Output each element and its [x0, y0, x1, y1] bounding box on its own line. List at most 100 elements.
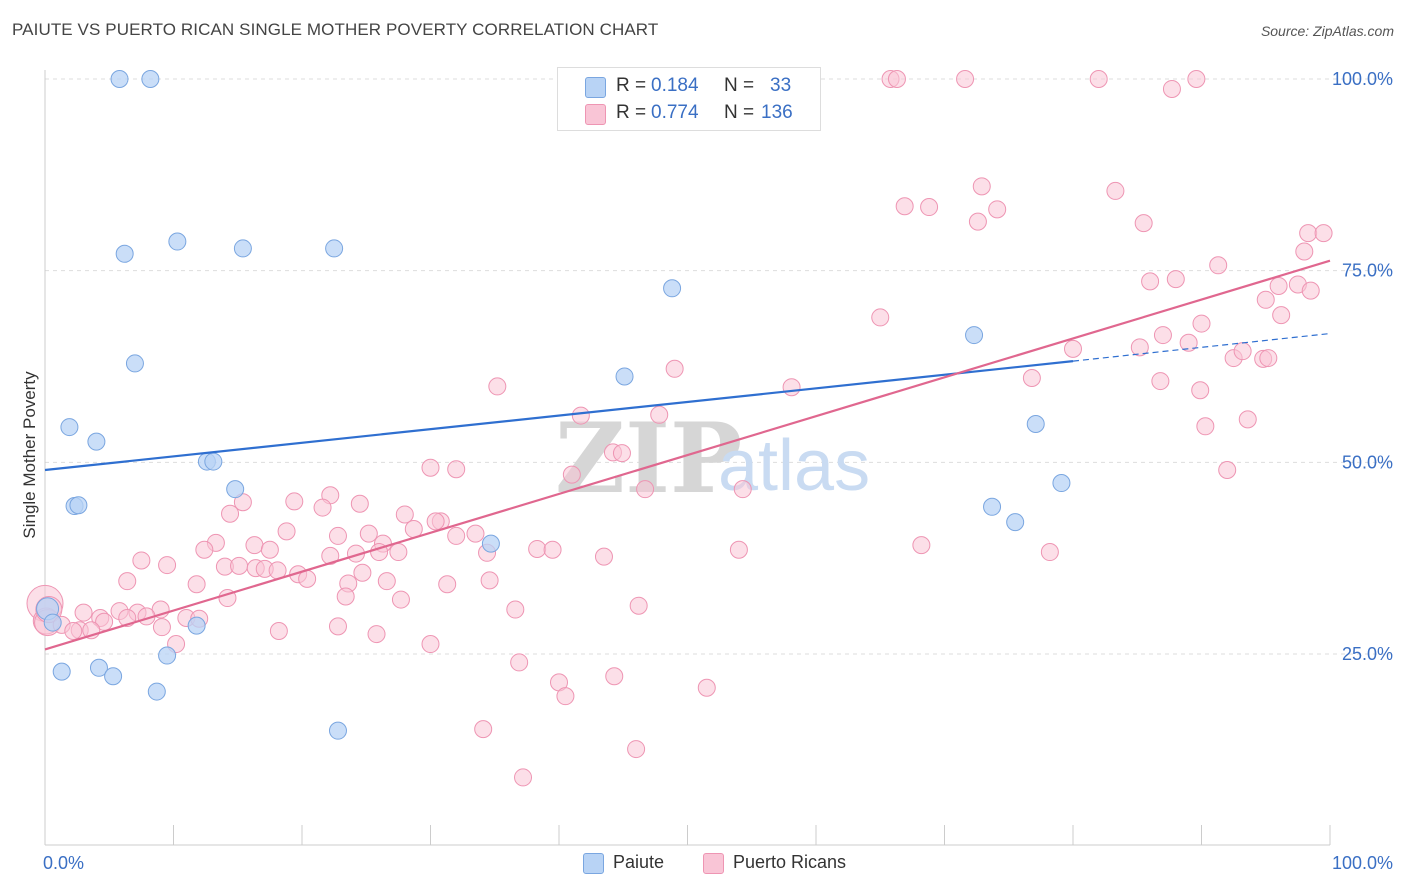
puerto-ricans-point — [328, 526, 347, 545]
puerto-ricans-point — [1162, 79, 1181, 98]
paiute-point — [52, 662, 71, 681]
y-tick-label: 75.0% — [1342, 261, 1393, 281]
puerto-ricans-point — [230, 556, 249, 575]
puerto-ricans-point — [571, 406, 590, 425]
puerto-ricans-point — [1272, 306, 1291, 325]
puerto-ricans-point — [636, 480, 655, 499]
paiute-trend-line — [44, 360, 1074, 472]
paiute-point — [1026, 415, 1045, 433]
puerto-ricans-point — [367, 625, 386, 644]
grid-layer — [45, 78, 1392, 655]
puerto-ricans-point — [195, 540, 214, 559]
puerto-ricans-point — [912, 536, 931, 555]
puerto-ricans-point — [1218, 461, 1237, 479]
paiute-swatch-icon — [585, 77, 606, 98]
puerto-ricans-point — [350, 494, 369, 513]
puerto-ricans-point — [1179, 333, 1198, 352]
puerto-ricans-point — [665, 359, 684, 378]
puerto-ricans-point — [697, 678, 716, 697]
puerto-ricans-point — [782, 378, 801, 397]
puerto-ricans-point — [871, 308, 890, 327]
puerto-ricans-point — [377, 572, 396, 591]
puerto-ricans-point — [1134, 214, 1153, 233]
puerto-ricans-legend-swatch-icon — [703, 853, 724, 874]
puerto-ricans-point — [221, 504, 240, 523]
paiute-point — [204, 452, 223, 471]
puerto-ricans-point — [1299, 224, 1318, 243]
paiute-point — [110, 70, 129, 88]
puerto-ricans-swatch-icon — [585, 104, 606, 125]
paiute-point — [60, 418, 79, 437]
source-label: Source: ZipAtlas.com — [1260, 23, 1394, 39]
puerto-ricans-point — [1269, 277, 1288, 295]
puerto-ricans-point — [64, 622, 83, 640]
puerto-ricans-point — [514, 768, 533, 787]
legend-label-puerto-ricans: Puerto Ricans — [733, 852, 847, 872]
y-axis-label: Single Mother Poverty — [20, 371, 39, 539]
puerto-ricans-point — [1141, 272, 1160, 291]
puerto-ricans-point — [1040, 543, 1059, 562]
puerto-ricans-point — [353, 563, 372, 582]
puerto-ricans-point — [1089, 70, 1108, 88]
paiute-legend-swatch-icon — [583, 853, 604, 874]
puerto-ricans-point — [359, 524, 378, 543]
paiute-point — [141, 70, 160, 88]
paiute-points — [36, 70, 1071, 740]
puerto-ricans-point — [895, 197, 914, 216]
puerto-ricans-point — [285, 492, 304, 511]
paiute-point — [147, 682, 166, 701]
puerto-ricans-points — [26, 70, 1333, 787]
puerto-ricans-point — [421, 458, 440, 477]
paiute-point — [89, 658, 108, 677]
puerto-ricans-point — [187, 575, 206, 594]
puerto-ricans-point — [1022, 369, 1041, 387]
puerto-ricans-point — [1153, 326, 1172, 345]
paiute-point — [663, 279, 682, 298]
stats-legend-row-paiute: R = 0.184 N = 33 — [558, 75, 820, 99]
puerto-ricans-point — [95, 612, 114, 631]
puerto-ricans-point — [395, 505, 414, 524]
watermark: ZIP atlas — [555, 402, 870, 515]
paiute-point — [1006, 513, 1025, 532]
puerto-ricans-point — [1238, 410, 1257, 429]
puerto-ricans-point — [1196, 417, 1215, 436]
puerto-ricans-point — [605, 667, 624, 686]
n-value: 33 — [770, 75, 792, 96]
puerto-ricans-point — [391, 590, 410, 609]
r-label: R = — [616, 102, 647, 123]
n-value: 136 — [761, 102, 793, 123]
paiute-point — [965, 326, 984, 345]
puerto-ricans-point — [152, 618, 171, 637]
paiute-point — [43, 613, 62, 632]
paiute-point — [69, 496, 88, 515]
puerto-ricans-point — [887, 70, 906, 88]
puerto-ricans-point — [389, 543, 408, 562]
puerto-ricans-point — [594, 547, 613, 566]
axis-layer — [44, 70, 1331, 846]
puerto-ricans-point — [988, 200, 1007, 219]
puerto-ricans-point — [1064, 339, 1082, 358]
puerto-ricans-point — [421, 635, 440, 654]
paiute-point — [168, 232, 187, 251]
puerto-ricans-point — [1192, 314, 1211, 333]
paiute-point — [481, 534, 500, 553]
paiute-point — [233, 239, 252, 258]
paiute-point — [328, 721, 347, 740]
puerto-ricans-point — [506, 600, 525, 619]
puerto-ricans-point — [466, 524, 485, 543]
puerto-ricans-point — [562, 465, 581, 484]
puerto-ricans-point — [1187, 70, 1206, 88]
puerto-ricans-trend-line — [44, 259, 1331, 651]
puerto-ricans-point — [1259, 349, 1278, 368]
legend-label-paiute: Paiute — [613, 852, 665, 872]
puerto-ricans-point — [426, 512, 445, 531]
paiute-point — [1052, 474, 1071, 493]
puerto-ricans-point — [474, 720, 493, 739]
r-value: 0.774 — [651, 102, 699, 123]
puerto-ricans-point — [1209, 256, 1228, 275]
paiute-point — [158, 646, 177, 665]
puerto-ricans-point — [1166, 270, 1185, 289]
puerto-ricans-point — [972, 177, 991, 196]
puerto-ricans-point — [1233, 342, 1252, 361]
